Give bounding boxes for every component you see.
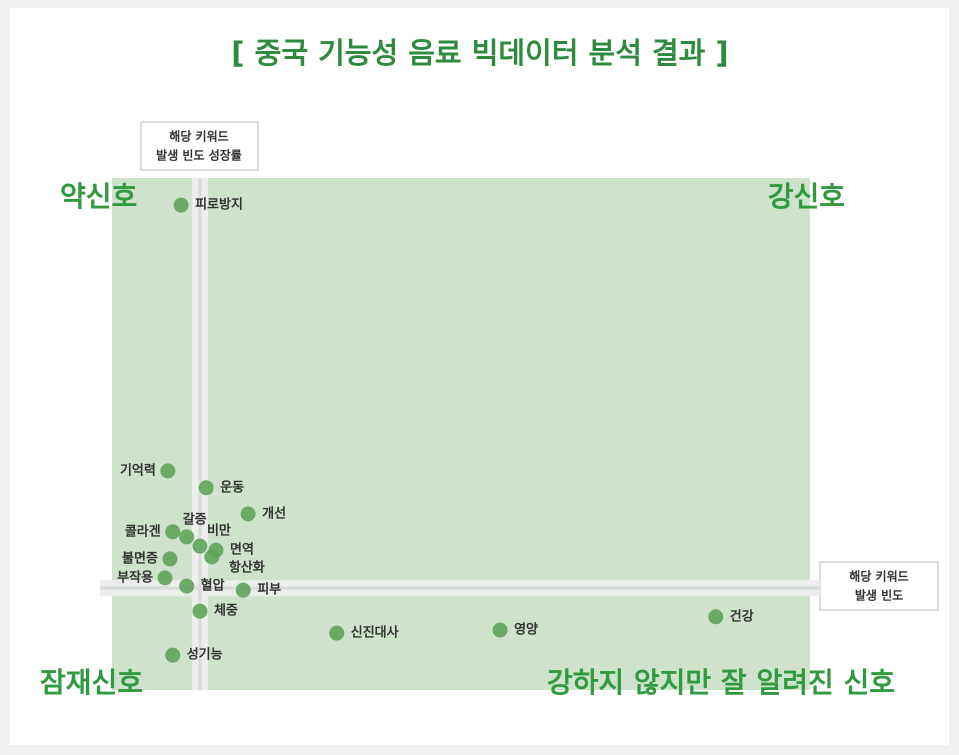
point-label: 피로방지: [195, 197, 243, 213]
point-label: 건강: [730, 608, 754, 624]
x-axis-label: 해당 키워드: [849, 569, 908, 584]
point-label: 항산화: [229, 559, 265, 575]
point-label: 신진대사: [351, 625, 399, 641]
point: [162, 551, 178, 567]
point-label: 운동: [220, 480, 244, 495]
point: [179, 529, 195, 545]
point: [160, 463, 176, 479]
y-axis-label: 해당 키워드: [169, 129, 228, 144]
quadrant-area: [112, 178, 810, 690]
point: [708, 609, 724, 625]
point-label: 성기능: [187, 648, 223, 663]
quadrant-label: 강신호: [768, 180, 845, 213]
point-label: 체중: [214, 604, 238, 619]
point: [240, 506, 256, 522]
point-label: 불면증: [122, 550, 158, 566]
point: [165, 524, 181, 540]
point-label: 면역: [230, 542, 254, 558]
point: [492, 622, 508, 638]
point: [173, 197, 189, 213]
point-label: 혈압: [201, 578, 225, 594]
point-label: 영양: [514, 623, 538, 638]
point: [235, 582, 251, 598]
quadrant-label: 잠재신호: [40, 666, 143, 699]
point: [179, 578, 195, 594]
y-axis-box: [140, 121, 259, 171]
chart-title: [ 중국 기능성 음료 빅데이터 분석 결과 ]: [231, 36, 728, 70]
x-axis-label: 발생 빈도: [855, 588, 903, 603]
y-axis-label: 발생 빈도 성장률: [156, 148, 242, 163]
point: [204, 549, 220, 565]
point: [192, 538, 208, 554]
point-label: 갈증: [183, 512, 207, 527]
point-label: 기억력: [120, 463, 156, 478]
point-label: 피부: [257, 583, 281, 598]
point-label: 부작용: [117, 569, 153, 585]
point: [157, 570, 173, 586]
point: [165, 647, 181, 663]
point-label: 콜라겐: [125, 523, 161, 539]
point: [192, 603, 208, 619]
quadrant-label: 강하지 않지만 잘 알려진 신호: [547, 666, 895, 699]
point-label: 비만: [207, 523, 231, 539]
point: [198, 480, 214, 496]
quadrant-label: 약신호: [60, 180, 137, 213]
point-label: 개선: [262, 505, 286, 521]
point: [329, 625, 345, 641]
